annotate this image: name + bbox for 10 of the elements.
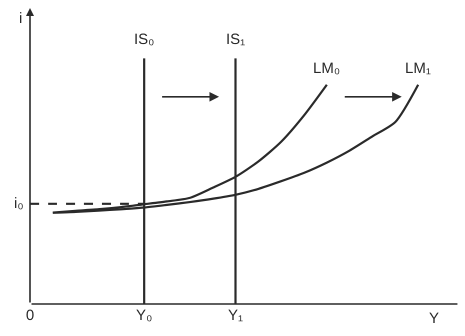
ref-line-label: IS₁ [226, 31, 246, 48]
series-label: LM₁ [405, 60, 431, 77]
annotation: i₀ [14, 195, 24, 212]
x-tick-label: Y₀ [136, 307, 152, 324]
x-tick-label: Y₁ [228, 307, 244, 324]
x-tick-label: 0 [26, 307, 34, 324]
x-axis-title: Y [429, 310, 440, 327]
ref-line-label: IS₀ [134, 31, 154, 48]
y-axis-title: i [19, 10, 22, 27]
series-label: LM₀ [313, 60, 340, 77]
